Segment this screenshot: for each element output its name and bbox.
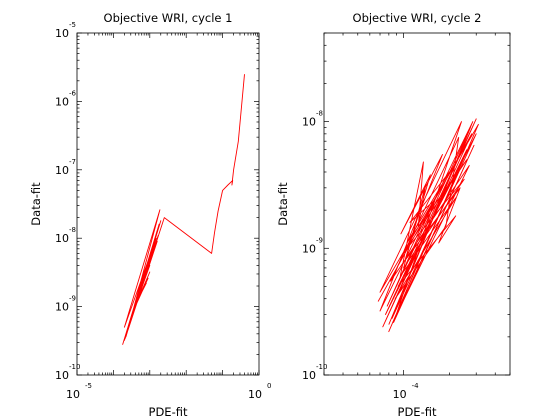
x-tick-label-exponent: 0 (267, 382, 271, 390)
x-tick-label: 10 (248, 388, 262, 401)
series-line-0 (122, 74, 245, 345)
y-tick-label: 10 (302, 369, 316, 382)
y-tick-label: 10 (55, 95, 69, 108)
y-tick-label: 10 (55, 232, 69, 245)
y-axis-label: Data-fit (29, 182, 43, 226)
y-tick-label-exponent: -8 (69, 226, 76, 234)
x-tick-label-exponent: -5 (85, 382, 92, 390)
y-tick-label: 10 (302, 242, 316, 255)
plot-area-frame (76, 32, 260, 376)
x-axis-label: PDE-fit (149, 405, 188, 419)
chart-title: Objective WRI, cycle 1 (104, 11, 233, 25)
y-tick-label: 10 (55, 164, 69, 177)
y-tick-label-exponent: -10 (69, 363, 80, 371)
chart-title: Objective WRI, cycle 2 (353, 11, 482, 25)
y-tick-label: 10 (302, 116, 316, 129)
x-tick-label: 10 (393, 388, 407, 401)
x-tick-label: 10 (66, 388, 80, 401)
y-tick-label-exponent: -10 (316, 363, 327, 371)
y-tick-label-exponent: -7 (69, 158, 76, 166)
y-tick-label-exponent: -6 (69, 89, 77, 97)
y-tick-label-exponent: -9 (316, 236, 323, 244)
y-tick-label-exponent: -9 (69, 295, 76, 303)
y-tick-label: 10 (55, 301, 69, 314)
plot-area-frame (323, 32, 511, 376)
series-line-0 (377, 118, 479, 333)
y-tick-label-exponent: -5 (69, 21, 76, 29)
x-tick-label-exponent: -4 (412, 382, 420, 390)
y-tick-label: 10 (55, 27, 69, 40)
y-tick-label: 10 (55, 369, 69, 382)
x-axis-label: PDE-fit (398, 405, 437, 419)
y-axis-label: Data-fit (276, 182, 290, 226)
y-tick-label-exponent: -8 (316, 110, 323, 118)
